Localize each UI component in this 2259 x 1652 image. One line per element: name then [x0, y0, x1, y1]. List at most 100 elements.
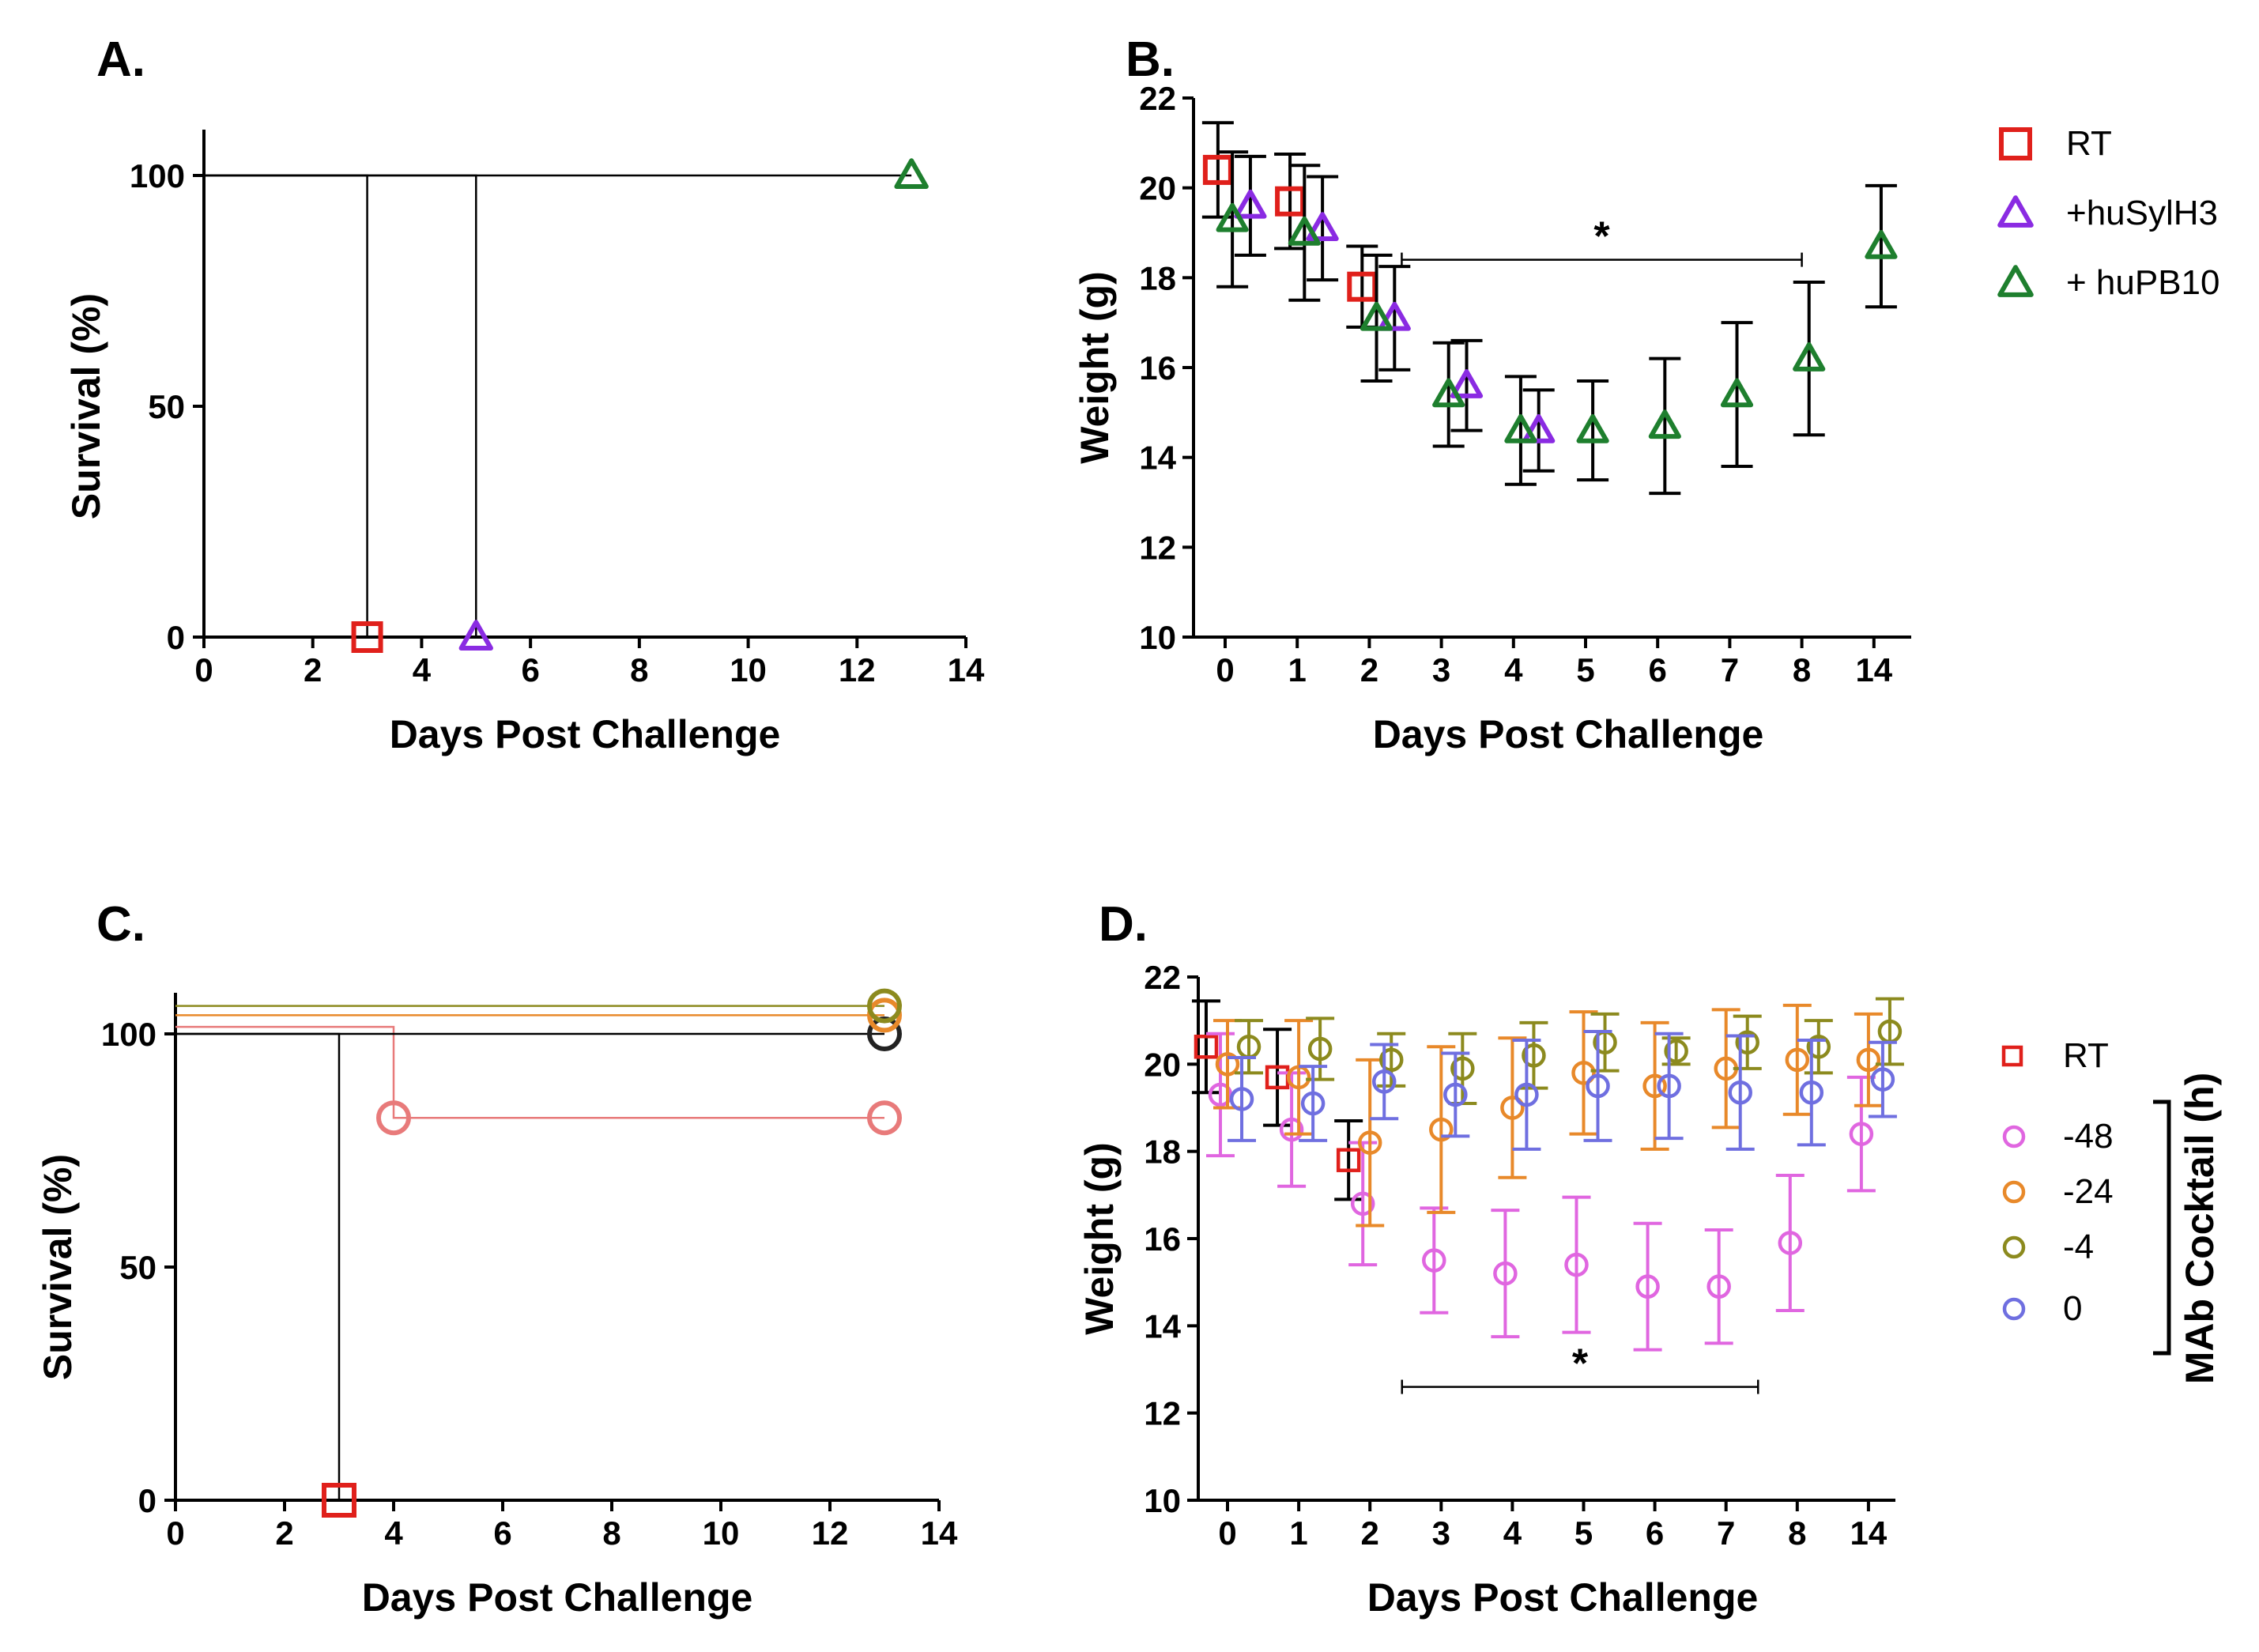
x-tick-label: 0 [1218, 1514, 1236, 1552]
data-point-rt [1194, 1035, 1219, 1059]
legend-marker-24 [2002, 1180, 2026, 1204]
x-tick-label: 12 [839, 651, 876, 688]
data-point-48 [1778, 1231, 1803, 1255]
data-point-4 [1522, 1043, 1546, 1068]
data-point-hupb10 [1504, 413, 1537, 443]
data-point-48 [1635, 1274, 1660, 1299]
y-axis-title: Survival (%) [64, 293, 108, 519]
x-tick-label: 2 [1360, 651, 1378, 688]
x-tick-label: 3 [1432, 651, 1450, 688]
legend-label-24: -24 [2063, 1172, 2114, 1211]
x-tick-label: 2 [304, 651, 322, 688]
y-axis-title: Survival (%) [36, 1154, 80, 1380]
data-point-rt [1275, 186, 1306, 217]
data-point-0 [1799, 1080, 1824, 1105]
legend-item-rt: RT [2001, 1036, 2109, 1075]
x-tick-label: 2 [275, 1514, 293, 1552]
x-tick-label: 7 [1721, 651, 1739, 688]
x-tick-label: 6 [521, 651, 539, 688]
y-tick-label: 14 [1144, 1307, 1181, 1345]
data-point-4 [1664, 1039, 1688, 1064]
legend-marker-4 [2002, 1235, 2026, 1259]
data-point-rt [1336, 1148, 1361, 1172]
legend-item-48: -48 [2002, 1117, 2114, 1156]
marker-hupb10 [894, 158, 929, 190]
panel-label-b: B. [1126, 32, 1175, 87]
data-point-0 [1229, 1087, 1254, 1111]
x-axis-title: Days Post Challenge [390, 712, 781, 756]
data-point-0 [1514, 1082, 1539, 1107]
legend-marker-hupb10 [1997, 265, 2034, 297]
data-point-24 [1785, 1047, 1810, 1073]
data-point-hupb10 [1576, 413, 1609, 443]
y-tick-label: 100 [101, 1016, 157, 1053]
data-point-hupb10 [1432, 378, 1465, 408]
data-point-4 [1450, 1056, 1475, 1081]
x-tick-label: 1 [1289, 1514, 1307, 1552]
marker-48 [376, 1100, 411, 1136]
data-point-rt [1202, 154, 1233, 185]
x-tick-label: 8 [630, 651, 648, 688]
survival-line-rt [204, 174, 368, 637]
x-tick-label: 2 [1361, 1514, 1379, 1552]
y-tick-label: 12 [1139, 529, 1176, 566]
legend-label-4: -4 [2063, 1228, 2094, 1266]
data-point-husylh3 [1378, 301, 1411, 331]
x-tick-label: 10 [703, 1514, 740, 1552]
panel-a: A. 0 2 4 6 8 10 12 14 0 50 100 Days Post Challenge S… [64, 32, 985, 756]
data-point-0 [1586, 1073, 1610, 1099]
legend-marker-rt [2001, 1045, 2023, 1067]
x-tick-label: 10 [730, 651, 767, 688]
x-tick-label: 0 [1216, 651, 1234, 688]
y-tick-label: 18 [1144, 1133, 1181, 1171]
data-point-24 [1500, 1096, 1525, 1120]
survival-line-husylh3 [204, 174, 477, 637]
data-point-4 [1307, 1036, 1333, 1062]
data-point-0 [1728, 1080, 1752, 1105]
data-point-24 [1357, 1130, 1382, 1155]
x-tick-label: 4 [1503, 1514, 1522, 1552]
legend-item-rt: RT [1999, 124, 2112, 163]
panel-label-a: A. [96, 32, 145, 87]
data-point-husylh3 [1450, 369, 1484, 398]
data-point-24 [1571, 1061, 1596, 1085]
legend-d: RT -48 -24 -4 0 MAb Cocktail (h) [2001, 1036, 2222, 1384]
x-tick-label: 0 [194, 651, 213, 688]
x-tick-label: 8 [1793, 651, 1811, 688]
survival-line-rt [175, 1032, 341, 1500]
data-point-hupb10 [1720, 378, 1754, 408]
x-tick-label: 6 [493, 1514, 511, 1552]
y-tick-label: 20 [1144, 1046, 1181, 1083]
legend-label-rt: RT [2063, 1036, 2109, 1075]
data-point-24 [1642, 1073, 1667, 1099]
data-point-husylh3 [1234, 189, 1267, 219]
data-point-48 [1350, 1191, 1375, 1216]
data-point-4 [1735, 1030, 1759, 1054]
legend-marker-husylh3 [1997, 195, 2034, 228]
data-point-4 [1378, 1047, 1404, 1073]
series-4 [1235, 997, 1904, 1105]
legend-b: RT +huSylH3 + huPB10 [1997, 124, 2220, 302]
legend-item-24: -24 [2002, 1172, 2114, 1211]
data-point-48 [1849, 1122, 1874, 1146]
panel-label-d: D. [1099, 897, 1148, 952]
x-tick-label: 4 [384, 1514, 403, 1552]
x-tick-label: 12 [812, 1514, 849, 1552]
survival-line-48 [175, 1025, 884, 1119]
x-tick-label: 4 [413, 651, 432, 688]
panel-label-c: C. [96, 897, 145, 952]
data-point-hupb10 [1865, 229, 1898, 259]
data-point-48 [1707, 1274, 1731, 1299]
x-tick-label: 4 [1504, 651, 1523, 688]
data-point-24 [1856, 1047, 1881, 1073]
data-point-hupb10 [1288, 216, 1321, 246]
y-tick-label: 12 [1144, 1395, 1181, 1432]
x-tick-label: 14 [1850, 1514, 1888, 1552]
data-point-48 [1279, 1117, 1304, 1142]
y-tick-label: 16 [1139, 349, 1176, 387]
y-tick-label: 18 [1139, 259, 1176, 296]
legend-marker-48 [2002, 1125, 2026, 1148]
data-point-0 [1371, 1069, 1397, 1094]
series-hupb10 [1216, 150, 1898, 496]
